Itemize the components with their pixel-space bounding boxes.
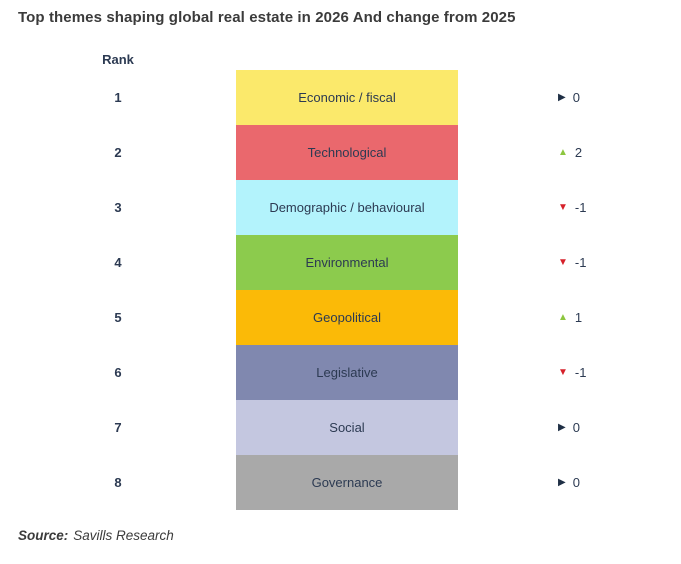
theme-label: Governance — [311, 475, 383, 490]
rank-number: 6 — [114, 365, 122, 380]
theme-bar: Technological — [236, 125, 458, 180]
rank-column-header: Rank — [102, 52, 134, 67]
theme-row: 3 Demographic / behavioural ▼ -1 — [0, 180, 681, 235]
source-line: Source: Savills Research — [18, 528, 681, 543]
change-value: 0 — [572, 475, 580, 490]
chart-title: Top themes shaping global real estate in… — [18, 9, 516, 26]
theme-label: Geopolitical — [313, 310, 381, 325]
change-indicator: ▲ 1 — [558, 310, 582, 325]
change-down-icon: ▼ — [558, 201, 568, 213]
change-indicator: ▼ -1 — [558, 365, 586, 380]
theme-row: 2 Technological ▲ 2 — [0, 125, 681, 180]
change-value: 2 — [574, 145, 583, 160]
change-up-icon: ▲ — [558, 311, 568, 323]
theme-row: 7 Social ▶ 0 — [0, 400, 681, 455]
change-indicator: ▶ 0 — [558, 90, 580, 105]
rank-number: 8 — [114, 475, 122, 490]
theme-label: Environmental — [305, 255, 389, 270]
change-value: 1 — [574, 310, 583, 325]
theme-bar: Geopolitical — [236, 290, 458, 345]
change-down-icon: ▼ — [558, 256, 568, 268]
change-same-icon: ▶ — [558, 421, 566, 433]
change-same-icon: ▶ — [558, 91, 566, 103]
theme-label: Demographic / behavioural — [269, 200, 425, 215]
rank-number: 4 — [114, 255, 122, 270]
rank-number: 7 — [114, 420, 122, 435]
rank-header-row: Rank — [0, 52, 681, 68]
theme-ranking-chart: 1 Economic / fiscal ▶ 0 2 Technological … — [0, 70, 681, 510]
change-indicator: ▼ -1 — [558, 200, 586, 215]
theme-label: Social — [329, 420, 365, 435]
change-value: 0 — [572, 90, 580, 105]
theme-row: 4 Environmental ▼ -1 — [0, 235, 681, 290]
rank-number: 1 — [114, 90, 122, 105]
rank-number: 5 — [114, 310, 122, 325]
source-label: Source: — [18, 528, 69, 543]
theme-label: Economic / fiscal — [298, 90, 396, 105]
theme-row: 8 Governance ▶ 0 — [0, 455, 681, 510]
rank-number: 2 — [114, 145, 122, 160]
theme-row: 6 Legislative ▼ -1 — [0, 345, 681, 400]
change-value: -1 — [574, 200, 587, 215]
source-text: Savills Research — [73, 528, 174, 543]
change-indicator: ▼ -1 — [558, 255, 586, 270]
change-indicator: ▲ 2 — [558, 145, 582, 160]
change-indicator: ▶ 0 — [558, 475, 580, 490]
change-up-icon: ▲ — [558, 146, 568, 158]
theme-bar: Social — [236, 400, 458, 455]
theme-label: Legislative — [316, 365, 378, 380]
theme-bar: Governance — [236, 455, 458, 510]
chart-page: Top themes shaping global real estate in… — [0, 8, 681, 564]
rank-number: 3 — [114, 200, 122, 215]
theme-row: 5 Geopolitical ▲ 1 — [0, 290, 681, 345]
theme-row: 1 Economic / fiscal ▶ 0 — [0, 70, 681, 125]
change-value: -1 — [574, 365, 587, 380]
theme-bar: Legislative — [236, 345, 458, 400]
theme-bar: Economic / fiscal — [236, 70, 458, 125]
change-same-icon: ▶ — [558, 476, 566, 488]
change-value: -1 — [574, 255, 587, 270]
change-value: 0 — [572, 420, 580, 435]
theme-label: Technological — [307, 145, 387, 160]
theme-bar: Environmental — [236, 235, 458, 290]
change-down-icon: ▼ — [558, 366, 568, 378]
theme-bar: Demographic / behavioural — [236, 180, 458, 235]
change-indicator: ▶ 0 — [558, 420, 580, 435]
